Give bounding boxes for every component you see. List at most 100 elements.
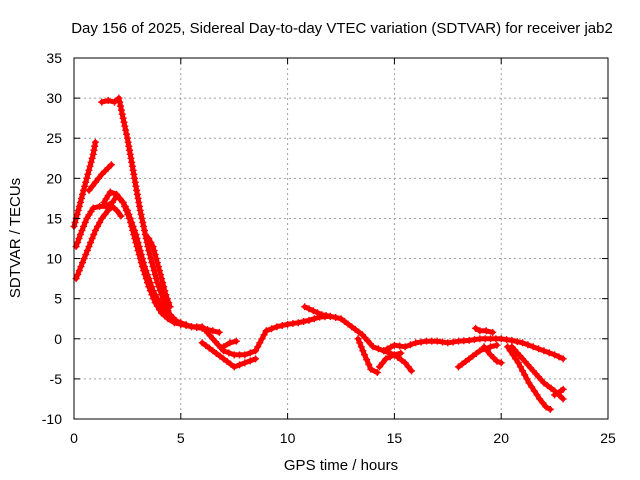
plus-marker	[87, 239, 95, 247]
plus-marker	[150, 247, 158, 255]
plus-marker	[326, 312, 334, 320]
plus-marker	[458, 360, 466, 368]
plus-marker	[487, 343, 495, 351]
plus-marker	[268, 325, 276, 333]
series-band	[505, 344, 553, 412]
plus-marker	[305, 316, 313, 324]
plus-marker	[480, 343, 488, 351]
grid-lines	[74, 58, 608, 419]
plus-marker	[130, 170, 138, 178]
plus-marker	[133, 186, 141, 194]
plus-marker	[132, 182, 140, 190]
plus-marker	[284, 320, 292, 328]
plus-marker	[131, 178, 139, 186]
series-trace-5	[72, 202, 125, 283]
plus-marker	[360, 351, 368, 359]
plus-marker	[138, 263, 146, 271]
plus-marker	[379, 359, 387, 367]
plus-marker	[117, 102, 125, 110]
plus-marker	[78, 226, 86, 234]
plus-marker	[129, 166, 137, 174]
x-tick-label: 20	[493, 430, 509, 446]
plus-marker	[155, 267, 163, 275]
plus-marker	[138, 214, 146, 222]
plus-marker	[74, 206, 82, 214]
plus-marker	[254, 343, 262, 351]
plus-marker	[118, 110, 126, 118]
plus-marker	[533, 391, 541, 399]
series-trace-8	[166, 312, 567, 363]
plus-marker	[260, 331, 268, 339]
plus-marker	[127, 218, 135, 226]
plus-marker	[529, 343, 537, 351]
plus-marker	[516, 363, 524, 371]
plus-marker	[86, 162, 94, 170]
plus-marker	[140, 267, 148, 275]
plus-marker	[390, 351, 398, 359]
series-trace-15	[454, 341, 501, 371]
series-trace-20	[551, 385, 567, 399]
plus-marker	[407, 367, 415, 375]
plus-marker	[322, 312, 330, 320]
plus-marker	[471, 336, 478, 344]
plus-marker	[365, 360, 373, 368]
plus-marker	[401, 343, 409, 351]
series-band	[199, 340, 259, 370]
plus-marker	[91, 226, 99, 234]
plus-marker	[380, 347, 388, 355]
plus-marker	[77, 263, 85, 271]
plus-marker	[127, 154, 135, 162]
plus-marker	[80, 255, 88, 263]
plus-marker	[524, 341, 532, 349]
plus-marker	[131, 174, 139, 182]
plus-marker	[551, 391, 559, 399]
plus-marker	[497, 335, 505, 343]
plus-marker	[542, 403, 550, 411]
plus-marker	[146, 287, 154, 295]
data-series	[70, 94, 567, 413]
plus-marker	[90, 146, 98, 154]
plus-marker	[119, 114, 127, 122]
plus-marker	[89, 150, 97, 158]
plus-marker	[147, 239, 155, 247]
plus-marker	[141, 271, 149, 279]
plus-marker	[123, 130, 131, 138]
plus-marker	[88, 235, 96, 242]
plus-marker	[503, 336, 511, 344]
plus-marker	[363, 356, 371, 364]
plus-marker	[126, 146, 134, 154]
series-trace-17	[472, 324, 497, 336]
plus-marker	[530, 387, 538, 395]
plus-marker	[122, 126, 130, 134]
plus-marker	[220, 355, 228, 363]
plus-marker	[394, 353, 402, 361]
plus-marker	[202, 341, 210, 349]
plus-marker	[136, 206, 144, 214]
plus-marker	[397, 349, 405, 357]
plus-marker	[227, 360, 235, 368]
x-tick-label: 15	[387, 430, 403, 446]
plus-marker	[539, 399, 547, 407]
chart-title: Day 156 of 2025, Sidereal Day-to-day VTE…	[71, 20, 613, 37]
plus-marker	[74, 271, 82, 279]
plus-marker	[252, 347, 260, 355]
plus-marker	[540, 347, 548, 355]
plus-marker	[559, 355, 567, 363]
plus-marker	[236, 361, 244, 369]
plus-marker	[444, 339, 452, 347]
plus-marker	[76, 198, 84, 206]
plus-marker	[540, 379, 548, 387]
plus-marker	[521, 371, 529, 379]
plus-marker	[513, 338, 521, 346]
plus-marker	[406, 341, 414, 349]
plus-marker	[559, 385, 567, 393]
plus-marker	[514, 359, 522, 367]
plus-marker	[536, 395, 544, 403]
plus-marker	[124, 210, 132, 218]
series-trace-14	[380, 347, 415, 375]
plus-marker	[159, 279, 167, 287]
plus-marker	[337, 315, 345, 323]
x-axis-label: GPS time / hours	[284, 457, 398, 474]
plus-marker	[75, 202, 83, 210]
